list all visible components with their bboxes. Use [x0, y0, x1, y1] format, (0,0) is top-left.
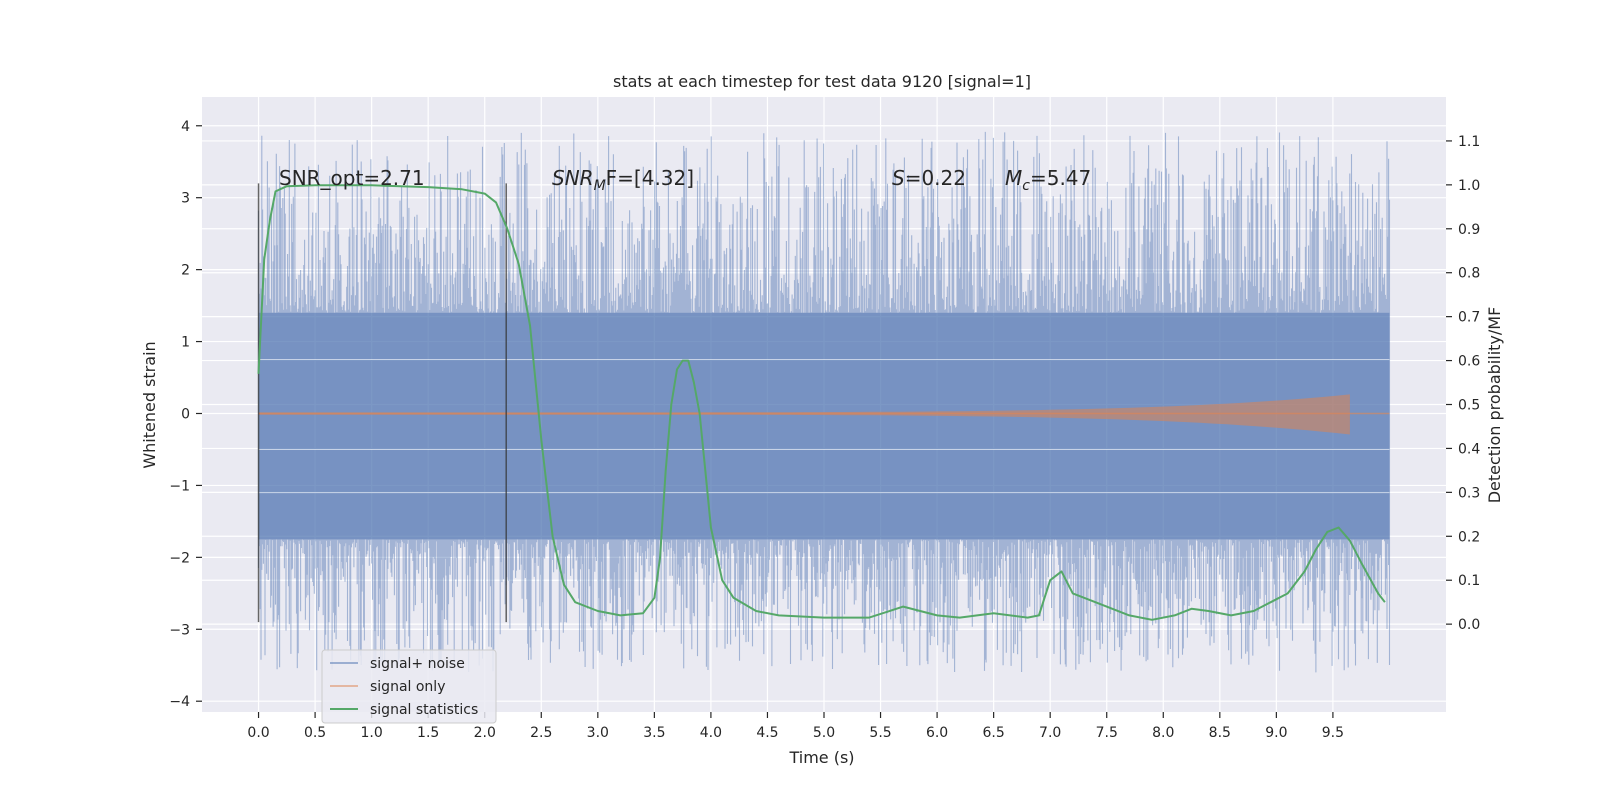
y-right-tick-label: 0.7 — [1458, 310, 1480, 326]
s-value: =0.22 — [905, 166, 966, 190]
y-right-tick-label: 0.0 — [1458, 617, 1480, 633]
y-left-tick-label: −4 — [169, 694, 190, 710]
x-tick-label: 8.5 — [1209, 725, 1231, 741]
y-right-tick-label: 0.6 — [1458, 354, 1480, 370]
y-axis-left-label: Whitened strain — [140, 341, 159, 468]
series-signal-plus-noise — [257, 131, 1391, 673]
x-axis-ticks: 0.0 0.5 1.0 1.5 2.0 2.5 3.0 3.5 4.0 4.5 5.0 5.5 6.0 6… — [247, 712, 1344, 741]
x-tick-label: 8.0 — [1152, 725, 1174, 741]
y-left-tick-label: 0 — [181, 406, 190, 422]
x-tick-label: 2.5 — [530, 725, 552, 741]
x-tick-label: 0.5 — [304, 725, 326, 741]
x-tick-label: 7.0 — [1039, 725, 1061, 741]
x-tick-label: 3.5 — [643, 725, 665, 741]
y-right-tick-label: 0.9 — [1458, 222, 1480, 238]
noise-dense-band — [258, 312, 1390, 540]
x-tick-label: 1.0 — [361, 725, 383, 741]
annotation-snr-mf: SNRMF=[4.32] — [552, 166, 694, 194]
snr-mf-suffix: F=[4.32] — [606, 166, 694, 190]
y-left-tick-label: −1 — [169, 478, 190, 494]
y-right-tick-label: 1.0 — [1458, 178, 1480, 194]
annotation-mc: Mc=5.47 — [1005, 166, 1091, 194]
series-signal-statistics — [257, 184, 1386, 621]
mc-value: =5.47 — [1030, 166, 1091, 190]
x-tick-label: 1.5 — [417, 725, 439, 741]
x-tick-label: 7.5 — [1096, 725, 1118, 741]
legend-label-noise: signal+ noise — [370, 656, 465, 672]
y-right-tick-label: 0.3 — [1458, 485, 1480, 501]
x-tick-label: 9.0 — [1265, 725, 1287, 741]
annotation-s: S=0.22 — [892, 166, 966, 190]
x-tick-label: 6.0 — [926, 725, 948, 741]
legend-box — [321, 649, 497, 724]
snr-mf-subscript: M — [594, 178, 606, 194]
y-left-tick-label: −3 — [169, 622, 190, 638]
s-symbol: S — [892, 166, 905, 190]
y-axis-right-ticks: 0.0 0.1 0.2 0.3 0.4 0.5 0.6 0.7 0.8 0.9 1.0 1.1 — [1446, 134, 1480, 633]
x-tick-label: 2.0 — [474, 725, 496, 741]
signal-statistics-line — [257, 184, 1386, 621]
series-signal-only — [258, 394, 1390, 435]
annotation-snr-opt: SNR_opt=2.71 — [279, 166, 425, 190]
y-left-tick-label: 4 — [181, 119, 190, 135]
chart-title: stats at each timestep for test data 912… — [613, 72, 1031, 91]
x-tick-label: 4.0 — [700, 725, 722, 741]
marker-lines — [257, 183, 507, 623]
y-right-tick-label: 0.8 — [1458, 266, 1480, 282]
x-tick-label: 3.0 — [587, 725, 609, 741]
y-left-tick-label: 2 — [181, 263, 190, 279]
y-left-tick-label: 3 — [181, 191, 190, 207]
x-tick-label: 6.5 — [983, 725, 1005, 741]
x-axis-label: Time (s) — [788, 748, 854, 767]
signal-only-envelope — [258, 394, 1350, 435]
x-tick-label: 5.5 — [869, 725, 891, 741]
y-right-tick-label: 1.1 — [1458, 134, 1480, 150]
x-tick-label: 0.0 — [247, 725, 269, 741]
y-right-tick-label: 0.2 — [1458, 529, 1480, 545]
snr-mf-prefix: SNR — [552, 166, 594, 190]
x-tick-label: 5.0 — [813, 725, 835, 741]
y-axis-right-label: Detection probability/MF — [1485, 307, 1504, 504]
mc-symbol: M — [1005, 166, 1022, 190]
y-left-tick-label: 1 — [181, 335, 190, 351]
y-axis-left-ticks: −4 −3 −2 −1 0 1 2 3 4 — [169, 119, 202, 710]
x-tick-label: 4.5 — [756, 725, 778, 741]
legend-label-signal-only: signal only — [370, 679, 445, 695]
legend-label-statistics: signal statistics — [370, 702, 478, 718]
legend: signal+ noise signal only signal statist… — [321, 649, 497, 724]
x-tick-label: 9.5 — [1322, 725, 1344, 741]
y-right-tick-label: 0.5 — [1458, 398, 1480, 414]
y-right-tick-label: 0.4 — [1458, 441, 1480, 457]
y-right-tick-label: 0.1 — [1458, 573, 1480, 589]
mc-subscript: c — [1022, 178, 1030, 194]
y-left-tick-label: −2 — [169, 550, 190, 566]
